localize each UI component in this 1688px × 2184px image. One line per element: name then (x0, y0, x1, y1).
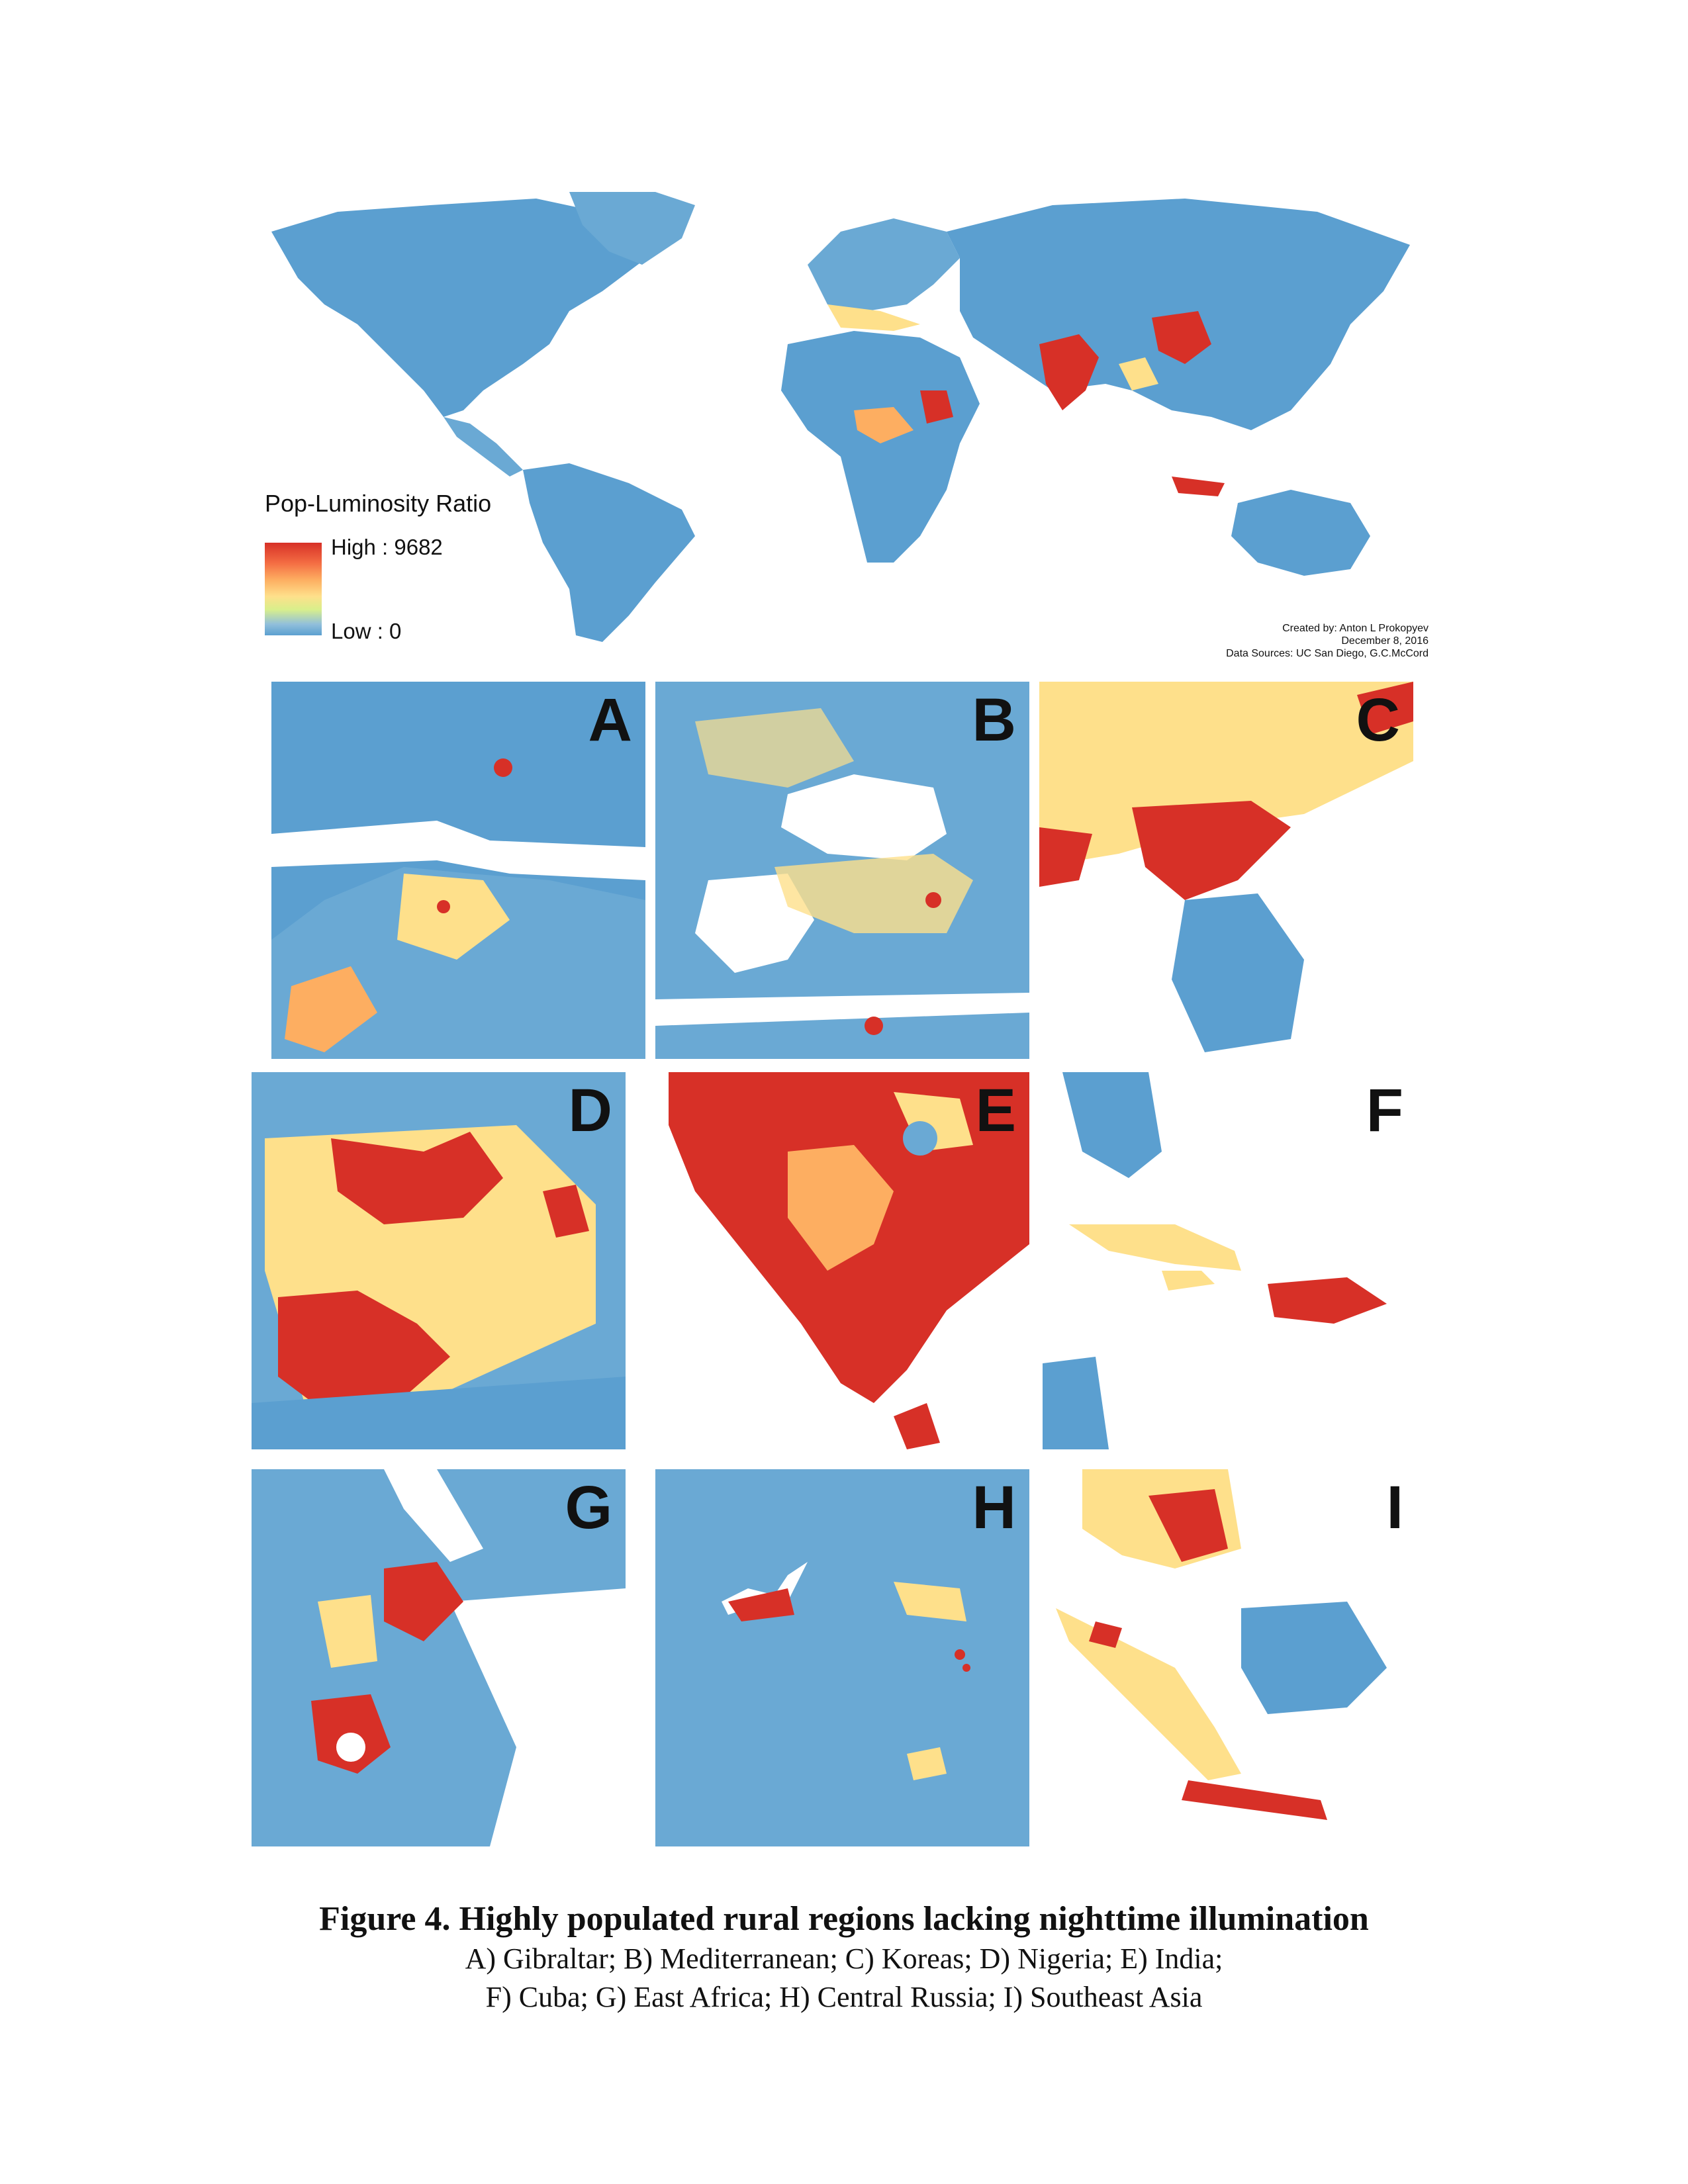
panel-b-mediterranean: B (655, 682, 1029, 1059)
panel-i-southeast-asia: I (1043, 1469, 1417, 1846)
panel-a-gibraltar: A (271, 682, 645, 1059)
figure-caption-line-2: F) Cuba; G) East Africa; H) Central Russ… (485, 1981, 1203, 2013)
panel-d-nigeria: D (252, 1072, 626, 1449)
panel-e-india: E (655, 1072, 1029, 1449)
panel-f-cuba: F (1043, 1072, 1417, 1449)
figure-caption-line-1: A) Gibraltar; B) Mediterranean; C) Korea… (465, 1942, 1223, 1975)
panel-letter: A (588, 686, 632, 754)
panel-letter: C (1356, 686, 1400, 754)
legend-color-ramp (265, 543, 322, 635)
panel-g-east-africa: G (252, 1469, 626, 1846)
map-credits: Created by: Anton L Prokopyev December 8… (1226, 622, 1429, 660)
panel-letter: B (972, 686, 1016, 754)
legend-low-label: Low : 0 (331, 619, 402, 643)
panel-h-central-russia: H (655, 1469, 1029, 1846)
panel-letter: F (1366, 1077, 1403, 1144)
credits-sources: Data Sources: UC San Diego, G.C.McCord (1226, 648, 1429, 659)
legend-high-label: High : 9682 (331, 535, 443, 559)
panel-letter: G (565, 1474, 612, 1541)
legend-title: Pop-Luminosity Ratio (265, 490, 492, 517)
world-map (271, 192, 1410, 642)
panel-letter: I (1386, 1474, 1403, 1541)
figure-caption-title: Figure 4. Highly populated rural regions… (319, 1900, 1369, 1938)
panel-letter: H (972, 1474, 1016, 1541)
panel-c-koreas: C (1039, 682, 1413, 1059)
credits-date: December 8, 2016 (1341, 635, 1429, 647)
credits-author: Created by: Anton L Prokopyev (1282, 623, 1429, 634)
panel-letter: E (975, 1077, 1016, 1144)
panel-letter: D (568, 1077, 612, 1144)
